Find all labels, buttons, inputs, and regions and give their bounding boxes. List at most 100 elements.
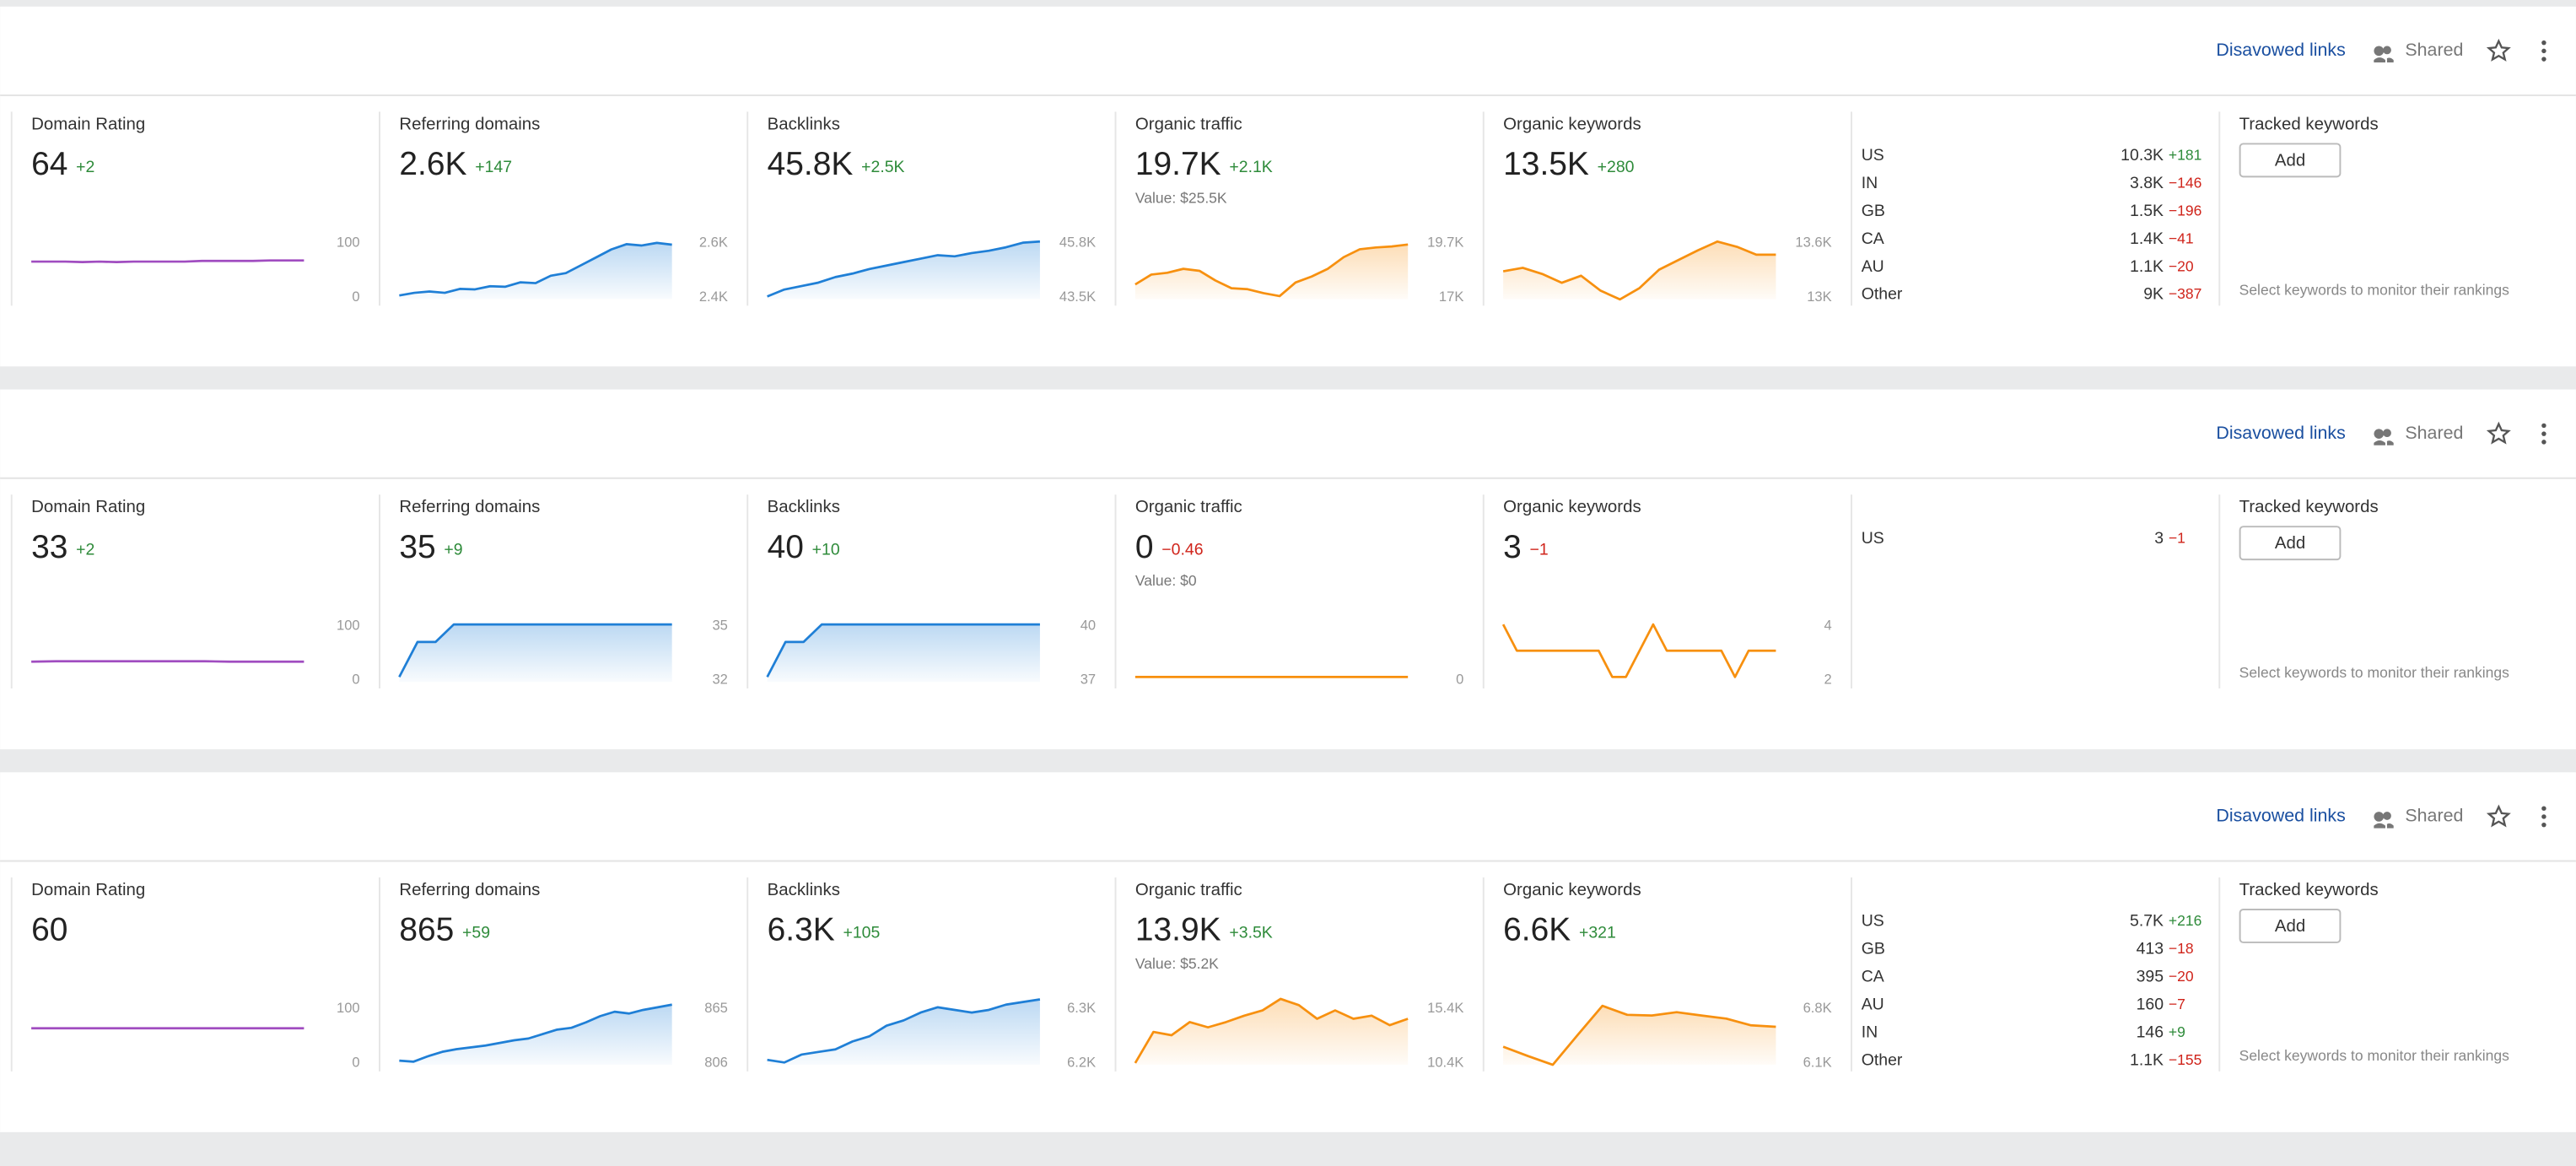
metric-delta: +59 <box>462 923 490 942</box>
area-fill <box>399 242 672 300</box>
metric-label: Domain Rating <box>31 114 145 133</box>
shared-icon <box>2374 429 2394 445</box>
area-fill <box>399 1004 672 1066</box>
country-delta: −155 <box>2169 1051 2201 1068</box>
country-delta: +9 <box>2169 1023 2185 1040</box>
country-value: 1.1K <box>2130 257 2164 276</box>
country-delta: +181 <box>2169 147 2201 164</box>
country-value: 1.1K <box>2130 1050 2164 1069</box>
sparkline <box>1501 623 1776 678</box>
tracked-label: Tracked keywords <box>2239 114 2379 133</box>
country-delta: −387 <box>2169 285 2201 302</box>
y-tick-label: 10.4K <box>1427 1054 1463 1070</box>
y-tick-label: 6.3K <box>1067 1000 1096 1016</box>
shared-label[interactable]: Shared <box>2405 423 2463 443</box>
card-bg <box>0 389 2576 750</box>
country-value: 413 <box>2137 940 2164 958</box>
sparkline <box>398 623 672 678</box>
metric-subvalue: Value: $0 <box>1135 572 1197 589</box>
metric-value: 64 <box>31 146 67 182</box>
star-icon[interactable] <box>2486 38 2511 62</box>
metric-delta: +2 <box>76 158 94 176</box>
metric-value: 60 <box>31 912 67 948</box>
metric-label: Organic traffic <box>1135 114 1242 133</box>
metric-value: 19.7K <box>1135 146 1221 182</box>
country-value: 10.3K <box>2121 146 2164 165</box>
metric-delta: +2.5K <box>861 158 904 176</box>
menu-dot[interactable] <box>2541 822 2546 828</box>
sparkline <box>1502 240 1776 301</box>
metric-label: Backlinks <box>768 880 840 899</box>
sparkline <box>31 259 304 264</box>
y-tick-label: 0 <box>352 672 359 688</box>
country-delta: −20 <box>2169 257 2194 274</box>
menu-dot[interactable] <box>2541 57 2546 62</box>
metric-delta: +2.1K <box>1229 158 1272 176</box>
star-icon[interactable] <box>2486 804 2511 828</box>
area-fill <box>767 241 1040 300</box>
metric-delta: +147 <box>475 158 512 176</box>
disavowed-link[interactable]: Disavowed links <box>2216 806 2345 826</box>
sparkline <box>399 241 672 297</box>
metric-value: 2.6K <box>399 146 466 182</box>
sparkline <box>1502 1004 1776 1066</box>
y-tick-label: 0 <box>352 289 359 305</box>
metric-label: Domain Rating <box>31 497 145 516</box>
country-delta: +216 <box>2169 912 2201 929</box>
country-value: 160 <box>2137 995 2164 1013</box>
add-button-label[interactable]: Add <box>2275 916 2305 936</box>
star-icon[interactable] <box>2486 421 2511 445</box>
tracked-hint: Select keywords to monitor their ranking… <box>2239 281 2510 298</box>
country-delta: −1 <box>2169 529 2185 546</box>
disavowed-link[interactable]: Disavowed links <box>2216 40 2345 60</box>
menu-dot[interactable] <box>2541 423 2546 429</box>
country-name: IN <box>1862 1023 1878 1041</box>
menu-dot[interactable] <box>2541 440 2546 445</box>
area-fill <box>1134 998 1409 1066</box>
add-button[interactable] <box>2239 909 2342 943</box>
metric-delta: +3.5K <box>1229 923 1272 942</box>
metric-delta: +280 <box>1598 158 1635 176</box>
menu-dot[interactable] <box>2541 40 2546 46</box>
metric-label: Referring domains <box>399 114 540 133</box>
add-button-label[interactable]: Add <box>2275 150 2305 170</box>
metric-subvalue: Value: $5.2K <box>1135 955 1219 972</box>
area-fill <box>1503 241 1776 300</box>
add-button[interactable] <box>2239 526 2342 561</box>
y-tick-label: 6.1K <box>1803 1054 1832 1070</box>
country-name: IN <box>1862 174 1878 192</box>
metric-value: 40 <box>768 529 804 565</box>
y-tick-label: 806 <box>704 1054 728 1070</box>
country-delta: −196 <box>2169 202 2201 219</box>
add-button-label[interactable]: Add <box>2275 533 2305 553</box>
country-value: 9K <box>2143 285 2164 304</box>
y-tick-label: 2 <box>1824 672 1831 688</box>
country-value: 3.8K <box>2130 174 2164 192</box>
add-button[interactable] <box>2239 143 2342 178</box>
card-bg <box>0 772 2576 1132</box>
shared-label[interactable]: Shared <box>2405 806 2463 826</box>
disavowed-link[interactable]: Disavowed links <box>2216 423 2345 443</box>
country-name: GB <box>1862 202 1885 220</box>
metric-label: Backlinks <box>768 114 840 133</box>
menu-dot[interactable] <box>2541 814 2546 819</box>
sparkline <box>1134 997 1409 1064</box>
menu-dot[interactable] <box>2541 48 2546 54</box>
tracked-hint: Select keywords to monitor their ranking… <box>2239 1047 2510 1064</box>
metric-value: 0 <box>1135 529 1154 565</box>
sparkline <box>767 998 1041 1064</box>
y-tick-label: 13K <box>1807 289 1831 305</box>
metric-value: 33 <box>31 529 67 565</box>
menu-dot[interactable] <box>2541 806 2546 811</box>
metric-delta: +2 <box>76 541 94 559</box>
tracked-label: Tracked keywords <box>2239 497 2379 516</box>
metric-value: 3 <box>1503 529 1522 565</box>
project-card: Disavowed links Shared Domain Rating 60 100 0… <box>0 772 2576 1132</box>
project-card: Disavowed links Shared Domain Rating 64 +2 10… <box>0 6 2576 367</box>
menu-dot[interactable] <box>2541 431 2546 436</box>
metric-value: 13.9K <box>1135 912 1221 948</box>
y-tick-label: 2.6K <box>699 235 728 251</box>
shared-label[interactable]: Shared <box>2405 40 2463 60</box>
y-tick-label: 6.2K <box>1067 1054 1096 1070</box>
